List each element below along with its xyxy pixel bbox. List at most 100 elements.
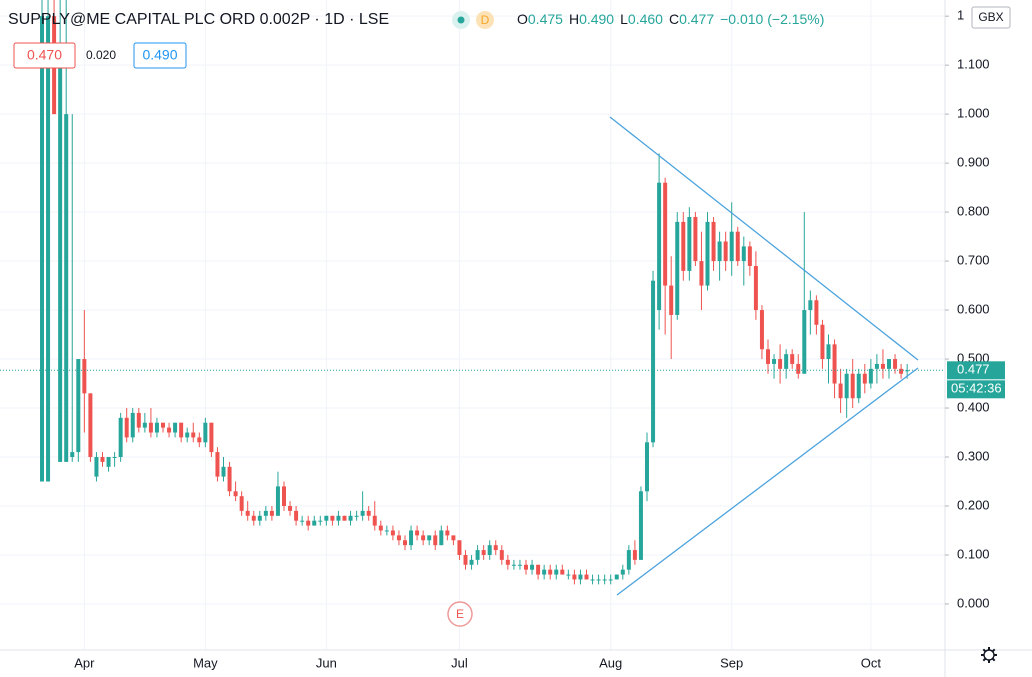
candle-body xyxy=(94,457,99,477)
candle-body xyxy=(203,422,208,443)
candle-body xyxy=(348,515,353,521)
candle-body xyxy=(40,16,44,482)
sell-box[interactable] xyxy=(13,42,76,69)
candle-body xyxy=(699,261,704,286)
x-tick-label: Jul xyxy=(451,655,468,670)
candle-body xyxy=(590,579,595,581)
y-tick-label: 0.000 xyxy=(957,595,990,610)
candle-body xyxy=(251,515,256,521)
candle-body xyxy=(753,265,758,311)
candle-body xyxy=(645,442,649,492)
countdown: 05:42:36 xyxy=(951,381,1002,396)
buy-box[interactable] xyxy=(133,42,187,69)
candle-body xyxy=(439,530,444,546)
candle-body xyxy=(263,510,268,516)
candle-body xyxy=(626,550,631,570)
candle-body xyxy=(106,457,111,467)
candle-body xyxy=(723,241,728,262)
candle-body xyxy=(82,359,87,394)
candle-body xyxy=(614,574,619,580)
candle-body xyxy=(772,359,777,364)
candle-body xyxy=(130,412,135,438)
candle-body xyxy=(469,559,474,565)
ohlc-value: 0.460 xyxy=(628,11,663,27)
ohlc-key: H xyxy=(569,11,579,27)
candle-body xyxy=(306,520,311,526)
candle-body xyxy=(493,545,498,551)
settings-icon[interactable] xyxy=(981,647,997,663)
candle-body xyxy=(457,540,462,555)
candle-body xyxy=(874,363,879,369)
candle-body xyxy=(173,422,178,433)
candle-body xyxy=(844,373,849,399)
candle-body xyxy=(784,354,789,369)
ohlc-value: 0.477 xyxy=(679,11,714,27)
candle-body xyxy=(735,231,740,262)
earnings-marker-circle[interactable] xyxy=(447,601,473,627)
candle-body xyxy=(245,510,250,516)
ohlc-key: L xyxy=(620,11,628,27)
trend-line-upper[interactable] xyxy=(609,116,919,361)
candle-body xyxy=(572,574,577,580)
trend-line-lower[interactable] xyxy=(616,367,919,596)
candle-body xyxy=(802,310,807,374)
candle-body xyxy=(905,370,910,372)
candle-body xyxy=(705,221,710,286)
x-tick-label: Oct xyxy=(861,655,882,670)
candle-body xyxy=(899,368,904,374)
candle-body xyxy=(142,422,147,428)
candle-body xyxy=(850,373,855,399)
candle-body xyxy=(820,324,825,360)
y-tick-label: 0.700 xyxy=(957,253,990,268)
candle-body xyxy=(790,354,795,364)
interval-badge: D xyxy=(481,13,490,27)
candle-body xyxy=(154,422,159,433)
candle-body xyxy=(167,427,172,433)
candle-body xyxy=(161,422,165,428)
candle-body xyxy=(445,530,450,536)
candle-body xyxy=(384,530,389,532)
status-dot xyxy=(457,16,465,24)
candle-body xyxy=(372,515,377,526)
candle-body xyxy=(675,221,680,315)
candle-body xyxy=(505,559,510,565)
chart-title: SUPPLY@ME CAPITAL PLC ORD 0.002P · 1D · … xyxy=(8,11,389,28)
candle-body xyxy=(560,569,565,575)
candle-body xyxy=(620,569,625,575)
candle-body xyxy=(179,422,184,438)
candle-body xyxy=(693,216,698,262)
y-tick-label: 0.400 xyxy=(957,399,990,414)
candle-body xyxy=(602,579,607,581)
candle-body xyxy=(366,510,371,516)
candle-body xyxy=(596,579,601,581)
candle-body xyxy=(778,359,783,369)
y-tick-label: 0.900 xyxy=(957,155,990,170)
candle-body xyxy=(70,452,75,458)
candle-body xyxy=(766,349,770,364)
candle-body xyxy=(421,535,426,541)
candle-body xyxy=(88,393,93,458)
candle-body xyxy=(282,486,286,506)
candle-body xyxy=(687,216,692,271)
candle-body xyxy=(663,182,668,286)
candle-body xyxy=(275,486,280,516)
candle-body xyxy=(288,505,293,511)
candle-body xyxy=(578,574,583,580)
candle-body xyxy=(100,457,105,462)
x-tick-label: Jun xyxy=(316,655,337,670)
candle-body xyxy=(336,515,341,521)
currency-box[interactable] xyxy=(971,6,1011,29)
y-tick-label: 1 xyxy=(957,8,964,23)
candle-body xyxy=(221,466,226,477)
interval-badge-bg[interactable] xyxy=(476,11,494,29)
candle-body xyxy=(475,550,480,560)
candle-body xyxy=(324,515,329,521)
drawings xyxy=(609,116,919,596)
candle-body xyxy=(378,525,383,531)
candle-body xyxy=(64,114,69,462)
change: −0.010 (−2.15%) xyxy=(720,11,824,27)
y-tick-label: 0.800 xyxy=(957,204,990,219)
candle-body xyxy=(759,310,764,350)
candle-body xyxy=(814,300,819,325)
candles xyxy=(0,0,945,585)
